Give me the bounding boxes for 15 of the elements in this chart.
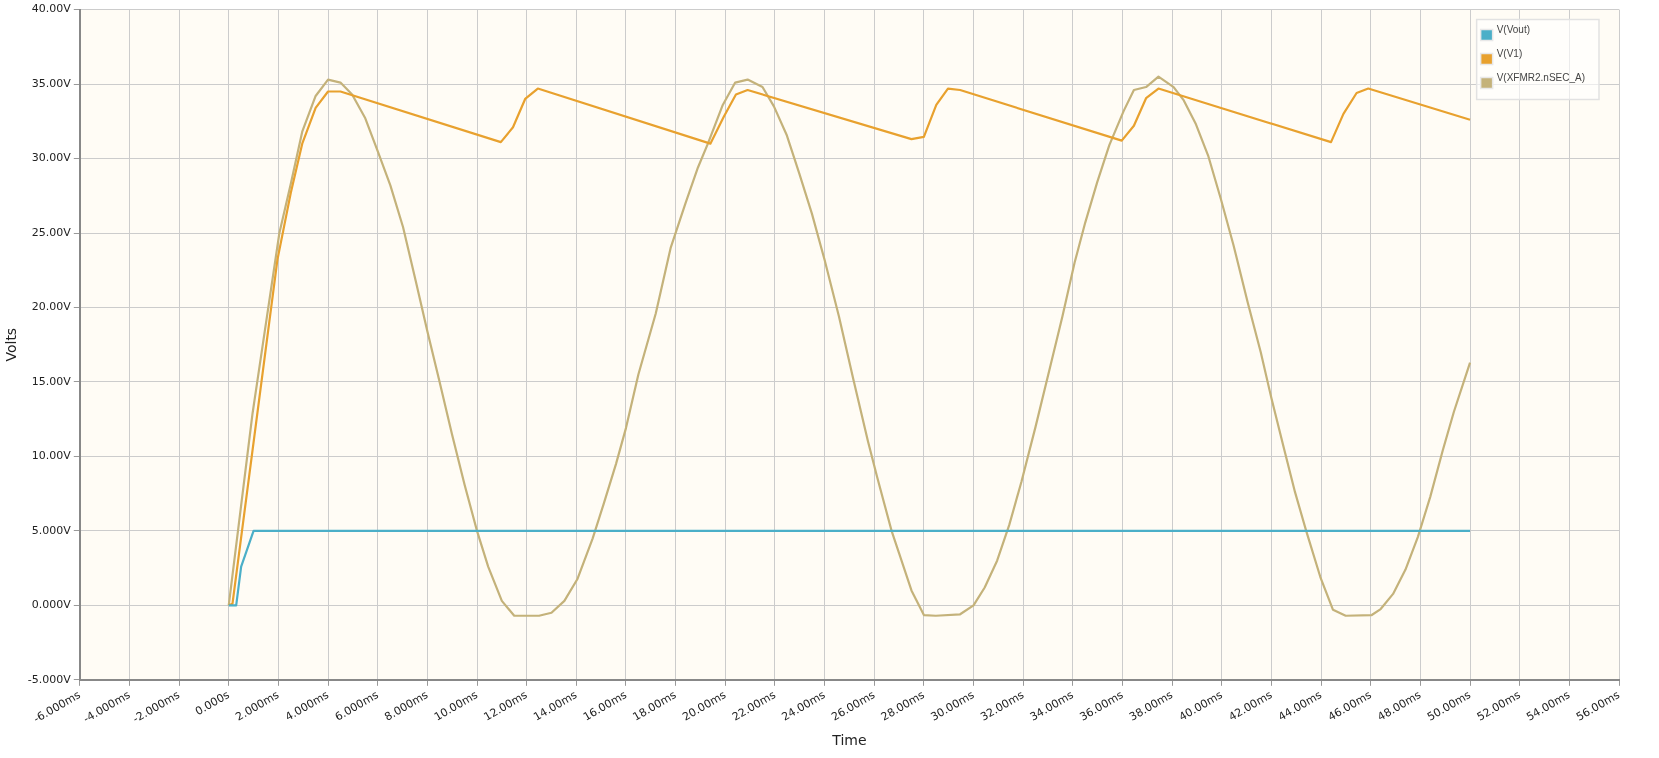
y-tick-label: -5.000V [27,672,72,686]
y-tick-label: 10.00V [31,449,72,463]
legend-label: V(V1) [1496,48,1523,60]
y-tick-label: 25.00V [31,225,72,239]
y-axis-title: Volts [3,327,20,362]
y-tick-label: 30.00V [31,151,72,165]
legend-label: V(XFMR2.nSEC_A) [1496,72,1585,84]
y-tick-label: 15.00V [31,374,72,388]
x-axis-title: Time [831,732,867,749]
y-tick-label: 5.000V [31,523,72,537]
y-tick-label: 20.00V [31,300,72,314]
y-tick-label: 40.00V [31,2,72,16]
y-tick-label: 0.000V [31,598,72,612]
y-tick-label: 35.00V [31,76,72,90]
legend-label: V(Vout) [1496,24,1530,36]
